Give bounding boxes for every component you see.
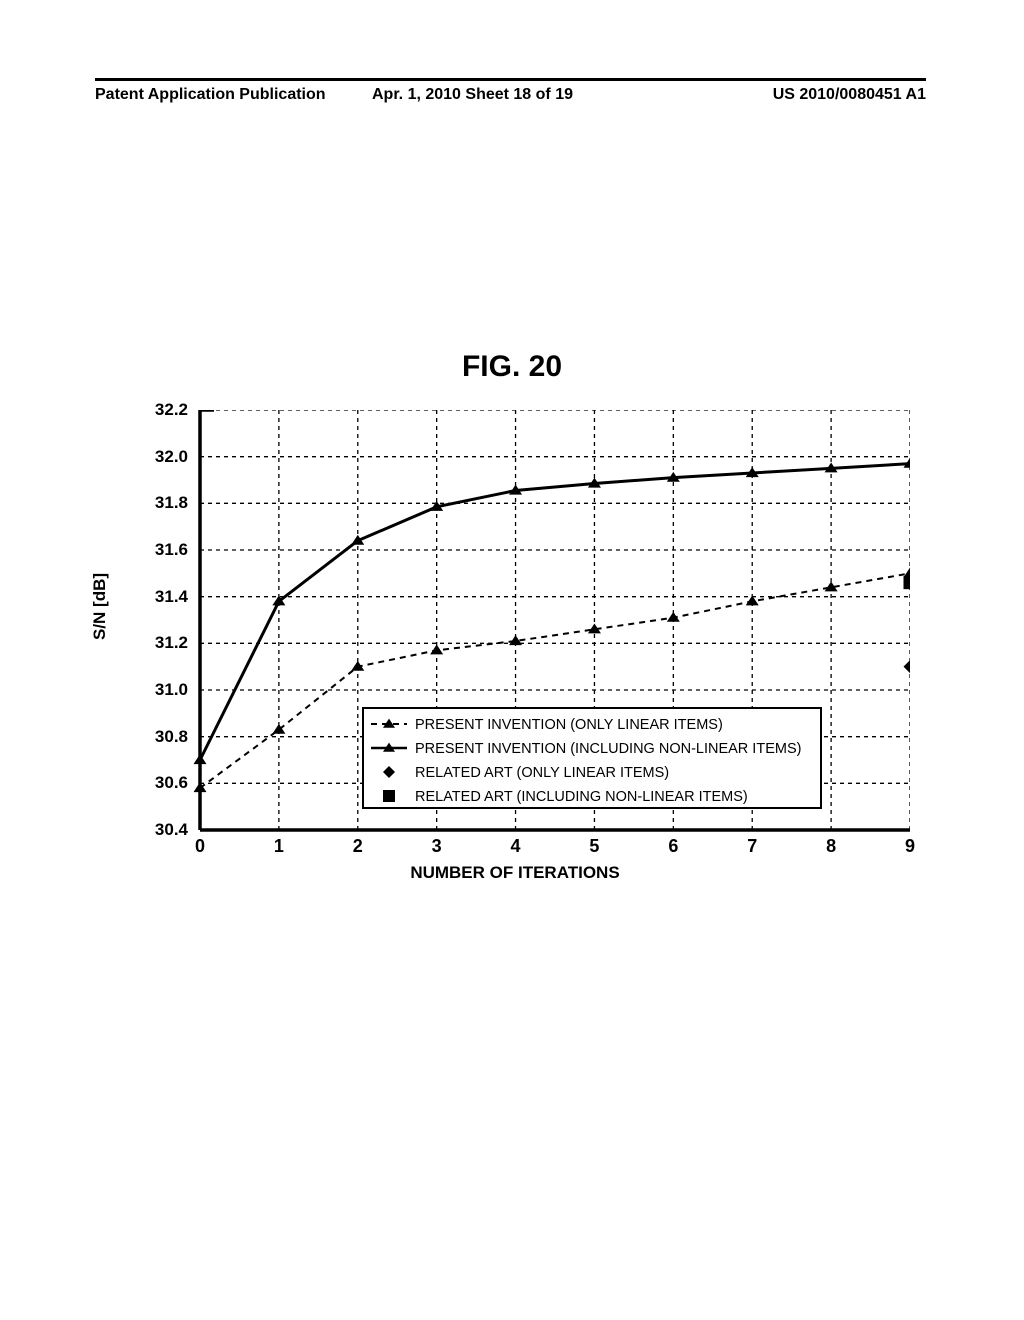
page: Patent Application Publication Apr. 1, 2… — [0, 0, 1024, 1320]
y-tick-label: 30.4 — [155, 820, 188, 840]
header-left: Patent Application Publication — [95, 86, 326, 104]
x-tick-label: 0 — [195, 836, 205, 857]
svg-text:PRESENT INVENTION (ONLY LINEAR: PRESENT INVENTION (ONLY LINEAR ITEMS) — [415, 717, 723, 733]
y-tick-label: 31.4 — [155, 587, 188, 607]
y-tick-label: 31.2 — [155, 633, 188, 653]
x-tick-label: 5 — [589, 836, 599, 857]
chart-svg: PRESENT INVENTION (ONLY LINEAR ITEMS) PRE… — [120, 410, 910, 880]
y-tick-label: 31.8 — [155, 493, 188, 513]
legend: PRESENT INVENTION (ONLY LINEAR ITEMS) PRE… — [363, 708, 821, 808]
header-rule — [95, 78, 926, 81]
y-tick-label: 32.0 — [155, 447, 188, 467]
x-tick-label: 1 — [274, 836, 284, 857]
x-tick-label: 6 — [668, 836, 678, 857]
svg-text:RELATED ART (INCLUDING NON-LIN: RELATED ART (INCLUDING NON-LINEAR ITEMS) — [415, 789, 748, 805]
svg-text:RELATED ART (ONLY LINEAR ITEMS: RELATED ART (ONLY LINEAR ITEMS) — [415, 765, 669, 781]
chart: S/N [dB] PRESENT INVENTION (ONLY LINEAR … — [120, 410, 910, 880]
x-axis-label: NUMBER OF ITERATIONS — [120, 863, 910, 883]
x-tick-label: 3 — [432, 836, 442, 857]
y-tick-label: 31.0 — [155, 680, 188, 700]
header-mid: Apr. 1, 2010 Sheet 18 of 19 — [372, 86, 573, 104]
y-tick-label: 30.8 — [155, 727, 188, 747]
y-tick-label: 32.2 — [155, 400, 188, 420]
y-axis-label: S/N [dB] — [90, 573, 110, 640]
x-tick-label: 4 — [511, 836, 521, 857]
x-tick-label: 2 — [353, 836, 363, 857]
figure-title: FIG. 20 — [0, 350, 1024, 384]
y-tick-label: 31.6 — [155, 540, 188, 560]
x-tick-label: 7 — [747, 836, 757, 857]
header-right: US 2010/0080451 A1 — [773, 86, 926, 104]
x-tick-label: 9 — [905, 836, 915, 857]
y-tick-label: 30.6 — [155, 773, 188, 793]
x-tick-label: 8 — [826, 836, 836, 857]
svg-text:PRESENT INVENTION (INCLUDING N: PRESENT INVENTION (INCLUDING NON-LINEAR … — [415, 741, 801, 757]
